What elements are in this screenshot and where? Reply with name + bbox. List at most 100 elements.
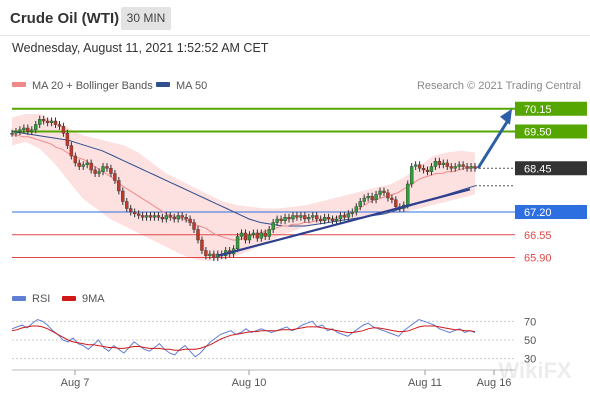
candle-body xyxy=(342,215,347,218)
candle-body xyxy=(57,124,62,127)
ma9-legend-swatch xyxy=(62,296,76,301)
ma9-line xyxy=(11,325,476,351)
candle-body xyxy=(93,169,97,174)
candle-body xyxy=(457,164,461,167)
candle-body xyxy=(38,119,42,125)
chart-header: Crude Oil (WTI) 30 MIN xyxy=(0,0,590,36)
timeframe-badge[interactable]: 30 MIN xyxy=(121,7,171,30)
candle-body xyxy=(378,190,382,195)
x-tick-label-aug-16: Aug 16 xyxy=(477,377,512,389)
candle-body xyxy=(326,217,331,220)
candle-body xyxy=(287,217,291,220)
candle-body xyxy=(406,183,410,206)
x-tick-label-aug-10: Aug 10 xyxy=(232,377,267,389)
candle-body xyxy=(188,218,192,223)
candle-body xyxy=(311,215,315,218)
candle-body xyxy=(22,127,26,130)
candle-body xyxy=(421,168,426,171)
candle-body xyxy=(386,192,390,199)
projection-arrow xyxy=(476,117,511,170)
candle-body xyxy=(263,232,267,237)
candle-body xyxy=(45,120,50,123)
candle-body xyxy=(382,190,386,193)
candle-body xyxy=(30,129,34,132)
candle-body xyxy=(61,126,66,134)
x-axis: Aug 7 Aug 10 Aug 11 Aug 16 xyxy=(12,369,515,389)
candle-body xyxy=(180,215,184,218)
candle-body xyxy=(465,166,469,169)
candle-body xyxy=(101,166,105,172)
candle-body xyxy=(136,213,141,216)
ma50-legend-label: MA 50 xyxy=(176,80,207,92)
candle-body xyxy=(366,196,370,199)
candle-body xyxy=(449,166,453,169)
research-credit: Research © 2021 Trading Central xyxy=(417,80,581,92)
candle-body xyxy=(10,133,14,135)
candle-body xyxy=(235,236,240,249)
candle-body xyxy=(469,166,473,169)
bollinger-band xyxy=(12,114,475,261)
candle-body xyxy=(196,229,200,241)
candle-body xyxy=(370,196,374,200)
level-value-66.55: 66.55 xyxy=(524,230,552,242)
candle-body xyxy=(429,166,434,172)
candle-body xyxy=(97,171,101,174)
rsi-line xyxy=(11,318,476,358)
candle-body xyxy=(362,197,366,202)
candle-body xyxy=(291,215,295,220)
watermark-logo: WikiFX xyxy=(498,358,571,383)
rsi-legend: RSI 9MA xyxy=(12,293,105,305)
candle-body xyxy=(473,166,477,169)
candle-body xyxy=(267,229,271,237)
candle-body xyxy=(176,215,180,220)
candle-body xyxy=(49,120,54,123)
candle-body xyxy=(117,180,121,192)
candle-body xyxy=(208,253,212,256)
candle-body xyxy=(26,127,30,132)
candle-body xyxy=(259,232,264,239)
candle-body xyxy=(390,197,394,200)
level-value-68.45: 68.45 xyxy=(524,163,552,175)
candle-body xyxy=(77,162,81,167)
candle-body xyxy=(425,169,430,172)
candle-body xyxy=(105,166,109,169)
candle-body xyxy=(409,166,414,185)
ma20-line xyxy=(12,134,476,241)
rsi-legend-swatch xyxy=(12,296,26,301)
candle-body xyxy=(192,222,196,230)
candle-body xyxy=(239,232,244,237)
rsi-tick-30: 30 xyxy=(524,354,536,366)
candle-body xyxy=(152,215,157,218)
candle-body xyxy=(279,218,283,221)
candle-body xyxy=(168,215,172,218)
level-tag-68.45 xyxy=(515,161,587,176)
candle-body xyxy=(445,162,449,167)
candle-body xyxy=(255,232,260,239)
candle-body xyxy=(271,222,275,230)
candle-body xyxy=(140,215,145,218)
candle-body xyxy=(318,218,323,221)
candle-body xyxy=(129,208,133,213)
candle-body xyxy=(251,232,256,235)
level-tag-67.20 xyxy=(515,205,587,219)
candle-body xyxy=(417,164,422,169)
price-panel: 70.15 69.50 68.45 67.20 66.55 65.90 xyxy=(10,101,587,265)
candle-body xyxy=(156,215,161,218)
candle-body xyxy=(441,162,446,165)
candle-body xyxy=(346,213,351,218)
candle-body xyxy=(394,199,398,207)
candle-body xyxy=(204,250,208,256)
candle-body xyxy=(307,217,311,220)
candle-body xyxy=(121,190,125,202)
candle-body xyxy=(315,215,319,220)
report-datetime: Wednesday, August 11, 2021 1:52:52 AM CE… xyxy=(12,41,269,55)
candle-body xyxy=(184,217,188,220)
candle-body xyxy=(18,129,22,132)
price-legend: MA 20 + Bollinger Bands MA 50 Research ©… xyxy=(12,80,581,92)
ma50-legend-swatch xyxy=(156,82,170,87)
rsi-tick-70: 70 xyxy=(524,316,536,328)
candle-body xyxy=(53,120,58,125)
candle-body xyxy=(125,201,129,209)
candle-body xyxy=(374,194,378,200)
